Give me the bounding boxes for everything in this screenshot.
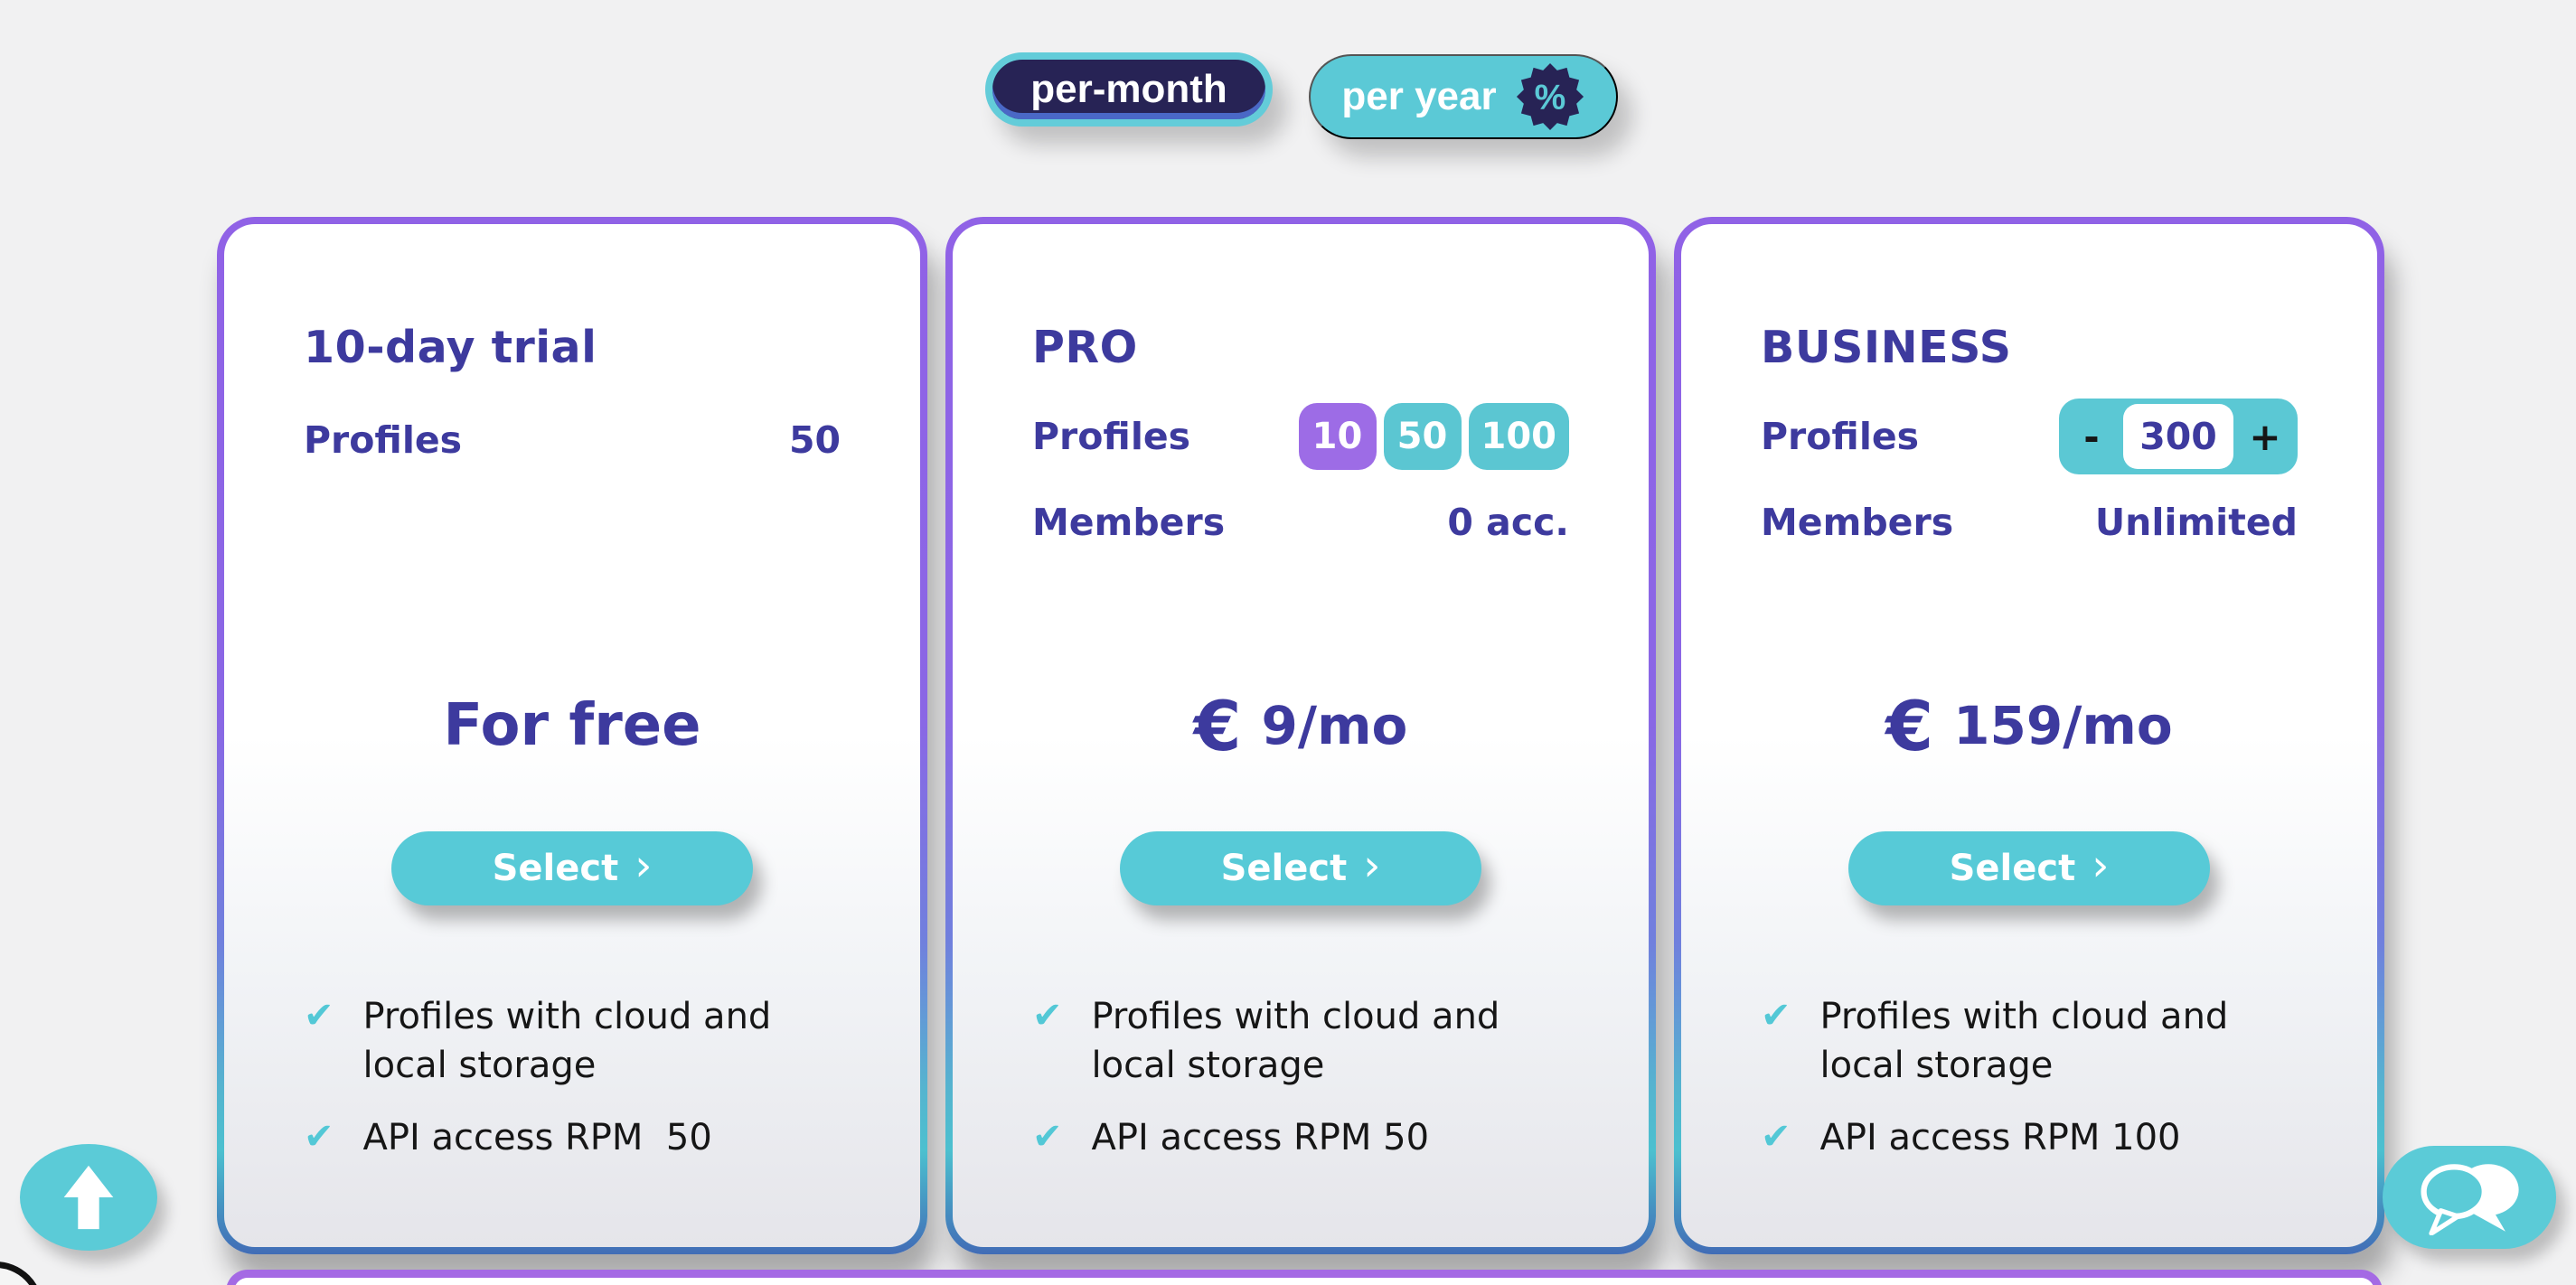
plan-card-pro-body: PRO Profiles 10 50 100 Members 0 acc. € … <box>953 224 1649 1247</box>
check-icon: ✔ <box>304 1116 334 1158</box>
profiles-option-50[interactable]: 50 <box>1383 403 1462 470</box>
members-row: Members 0 acc. <box>1032 495 1569 549</box>
billing-per-year-button[interactable]: per year % <box>1309 54 1618 139</box>
scroll-to-top-button[interactable] <box>20 1144 157 1251</box>
next-card-top-edge <box>226 1270 2383 1285</box>
chat-bubbles-icon <box>2421 1164 2519 1235</box>
check-icon: ✔ <box>304 995 334 1036</box>
plan-card-pro: PRO Profiles 10 50 100 Members 0 acc. € … <box>945 217 1656 1254</box>
price: For free <box>224 680 920 771</box>
profiles-stepper-value[interactable]: 300 <box>2123 404 2233 469</box>
profiles-option-10[interactable]: 10 <box>1298 403 1377 470</box>
chevron-right-icon: › <box>635 840 653 891</box>
members-row: Members Unlimited <box>1761 495 2298 549</box>
plan-title: 10-day trial <box>304 322 597 373</box>
feature-text: Profiles with cloud and local storage <box>1091 996 1512 1086</box>
profiles-label: Profiles <box>1761 415 1920 458</box>
members-value: Unlimited <box>2094 501 2298 544</box>
profiles-stepper: - 300 + <box>2059 399 2298 474</box>
feature-item: ✔ API access RPM 100 <box>1761 1113 2323 1162</box>
profiles-label: Profiles <box>304 418 463 462</box>
plan-card-business-body: BUSINESS Profiles - 300 + Members Unlimi… <box>1681 224 2377 1247</box>
plan-title: BUSINESS <box>1761 322 2012 373</box>
feature-text: API access RPM 50 <box>1091 1117 1430 1158</box>
percent-seal-icon: % <box>1516 62 1584 131</box>
feature-item: ✔ Profiles with cloud and local storage <box>1761 992 2323 1090</box>
profiles-option-group: 10 50 100 <box>1298 403 1569 470</box>
feature-text: API access RPM 100 <box>1819 1117 2181 1158</box>
feature-item: ✔ Profiles with cloud and local storage <box>1032 992 1594 1090</box>
check-icon: ✔ <box>1761 995 1791 1036</box>
check-icon: ✔ <box>1032 1116 1063 1158</box>
billing-per-month-button[interactable]: per-month <box>985 52 1273 127</box>
profiles-option-100[interactable]: 100 <box>1468 403 1569 470</box>
select-label: Select <box>492 848 619 889</box>
price-text: For free <box>443 692 701 759</box>
profiles-value: 50 <box>788 418 841 462</box>
select-label: Select <box>1949 848 2076 889</box>
feature-text: API access RPM 50 <box>362 1117 712 1158</box>
chevron-right-icon: › <box>1363 840 1381 891</box>
chevron-right-icon: › <box>2092 840 2110 891</box>
profiles-row: Profiles 50 <box>304 416 841 464</box>
members-value: 0 acc. <box>1447 501 1569 544</box>
price: € 159/mo <box>1681 680 2377 771</box>
feature-item: ✔ API access RPM 50 <box>1032 1113 1594 1162</box>
profiles-row: Profiles 10 50 100 <box>1032 401 1569 472</box>
price-text: 159/mo <box>1953 695 2173 756</box>
select-button[interactable]: Select › <box>1848 831 2210 905</box>
partially-visible-corner-button[interactable] <box>0 1262 43 1285</box>
per-month-label: per-month <box>1030 67 1227 111</box>
stepper-increase-button[interactable]: + <box>2249 414 2281 459</box>
feature-text: Profiles with cloud and local storage <box>362 996 784 1086</box>
feature-item: ✔ Profiles with cloud and local storage <box>304 992 866 1090</box>
profiles-label: Profiles <box>1032 415 1191 458</box>
up-arrow-icon <box>63 1165 114 1230</box>
feature-text: Profiles with cloud and local storage <box>1819 996 2241 1086</box>
feature-list: ✔ Profiles with cloud and local storage … <box>1761 992 2323 1162</box>
members-label: Members <box>1032 501 1226 544</box>
stepper-decrease-button[interactable]: - <box>2083 414 2100 459</box>
check-icon: ✔ <box>1761 1116 1791 1158</box>
per-year-label: per year <box>1341 74 1497 118</box>
plan-card-trial: 10-day trial Profiles 50 For free Select… <box>217 217 927 1254</box>
select-label: Select <box>1220 848 1348 889</box>
select-button[interactable]: Select › <box>1120 831 1481 905</box>
profiles-row: Profiles - 300 + <box>1761 399 2298 474</box>
price: € 9/mo <box>953 680 1649 771</box>
chat-support-button[interactable] <box>2383 1146 2556 1249</box>
plan-title: PRO <box>1032 322 1138 373</box>
members-label: Members <box>1761 501 1954 544</box>
plan-card-business: BUSINESS Profiles - 300 + Members Unlimi… <box>1674 217 2384 1254</box>
euro-icon: € <box>1885 685 1934 766</box>
check-icon: ✔ <box>1032 995 1063 1036</box>
feature-list: ✔ Profiles with cloud and local storage … <box>1032 992 1594 1162</box>
plan-card-trial-body: 10-day trial Profiles 50 For free Select… <box>224 224 920 1247</box>
price-text: 9/mo <box>1261 695 1408 756</box>
feature-list: ✔ Profiles with cloud and local storage … <box>304 992 866 1162</box>
percent-badge-text: % <box>1534 79 1565 117</box>
euro-icon: € <box>1193 685 1242 766</box>
select-button[interactable]: Select › <box>391 831 753 905</box>
feature-item: ✔ API access RPM 50 <box>304 1113 866 1162</box>
